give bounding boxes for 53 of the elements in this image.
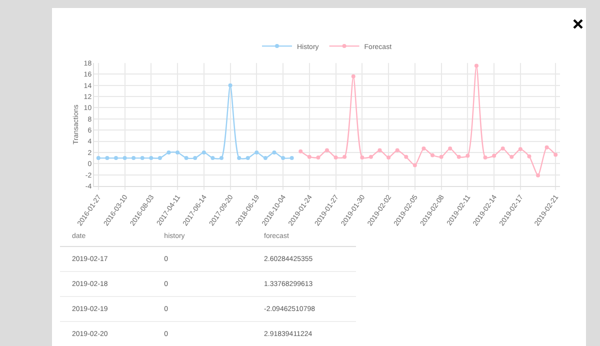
point <box>219 156 224 160</box>
point <box>132 156 136 160</box>
point <box>404 154 408 159</box>
point <box>378 148 382 152</box>
point <box>422 146 426 151</box>
point <box>298 149 303 154</box>
point <box>272 150 276 154</box>
point <box>228 83 232 88</box>
point <box>316 155 320 160</box>
point <box>360 155 364 160</box>
point <box>510 154 514 159</box>
point <box>474 64 478 68</box>
point <box>466 154 470 158</box>
point <box>263 156 268 160</box>
point <box>307 154 312 159</box>
point <box>368 154 373 159</box>
point <box>114 156 118 160</box>
point <box>149 156 154 160</box>
point <box>544 145 549 150</box>
point <box>105 156 110 160</box>
point <box>202 150 206 154</box>
point <box>246 156 250 160</box>
point <box>193 156 198 160</box>
point <box>351 74 356 78</box>
point <box>430 153 435 158</box>
point <box>342 154 347 159</box>
point <box>96 156 100 160</box>
point <box>122 156 127 160</box>
point <box>448 146 452 151</box>
point <box>527 154 532 158</box>
point <box>281 156 286 160</box>
point <box>210 156 215 160</box>
point <box>500 146 505 151</box>
point <box>412 163 417 168</box>
point <box>184 156 188 160</box>
point <box>176 150 180 154</box>
point <box>536 173 540 178</box>
point <box>166 150 171 154</box>
point <box>237 156 242 160</box>
point <box>395 148 400 152</box>
point <box>483 155 488 160</box>
point <box>439 154 444 159</box>
point <box>325 148 329 152</box>
point <box>554 152 558 157</box>
point <box>334 155 338 160</box>
point <box>290 156 294 160</box>
point <box>492 154 496 158</box>
point <box>518 147 522 152</box>
point <box>254 150 259 154</box>
point <box>140 156 144 160</box>
point <box>456 154 461 159</box>
point <box>158 156 162 160</box>
point <box>386 155 391 160</box>
